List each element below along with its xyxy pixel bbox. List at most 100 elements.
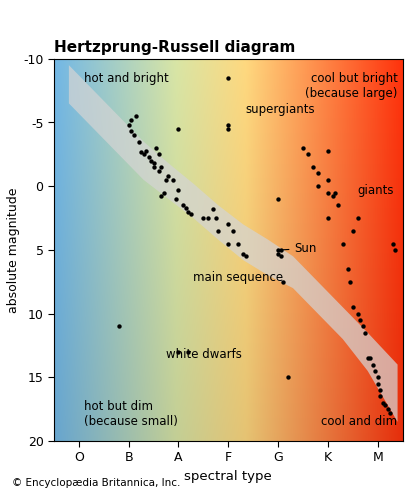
Point [158,163,164,171]
Point [225,240,232,247]
Point [145,153,152,161]
Point [325,189,331,196]
Point [160,189,167,196]
Point [205,214,212,222]
Point [240,250,247,258]
Text: cool but bright
(because large): cool but bright (because large) [305,72,398,99]
Point [235,240,242,247]
Point [347,278,354,286]
Point [128,116,134,124]
Point [325,214,331,222]
Point [175,348,182,356]
Point [374,373,381,381]
Point [349,303,356,311]
Point [359,322,366,330]
Point [133,112,139,120]
Point [158,193,164,200]
Point [215,227,222,235]
Point [175,125,182,133]
Polygon shape [69,65,398,422]
Point [384,405,391,413]
Point [334,201,341,209]
Point [330,193,336,200]
Point [369,361,376,368]
Point [165,172,172,180]
Point [364,354,371,362]
Point [150,163,157,171]
Point [188,210,194,218]
Text: hot but dim
(because small): hot but dim (because small) [84,400,178,428]
Point [389,240,396,247]
Point [138,148,144,156]
Point [225,125,232,133]
Text: main sequence: main sequence [193,271,283,284]
Point [143,147,149,154]
Point [362,329,369,337]
Text: Sun: Sun [283,242,317,255]
Point [315,182,321,190]
Point [148,157,154,165]
Point [357,316,364,324]
Point [332,189,339,196]
Point [354,310,361,318]
Point [153,144,159,152]
Point [305,150,311,158]
Point [344,265,351,273]
Point [392,246,398,254]
Point [377,386,383,394]
Point [150,159,157,167]
Text: giants: giants [358,184,394,196]
Point [354,214,361,222]
Point [382,401,388,409]
Point [277,246,284,254]
Point [225,121,232,129]
Point [180,201,187,209]
Point [285,373,291,381]
Point [173,195,179,203]
Point [230,227,237,235]
Point [275,195,281,203]
Point [315,170,321,177]
Point [242,252,249,260]
Point [140,150,147,158]
Text: white dwarfs: white dwarfs [166,348,242,361]
Point [379,399,386,407]
Point [130,131,137,139]
Text: © Encyclopædia Britannica, Inc.: © Encyclopædia Britannica, Inc. [12,478,181,488]
Text: Hertzprung-Russell diagram: Hertzprung-Russell diagram [54,40,295,55]
Point [225,220,232,228]
Point [325,147,331,154]
Point [275,250,281,258]
Point [277,252,284,260]
Y-axis label: absolute magnitude: absolute magnitude [7,187,20,313]
Point [300,144,306,152]
Point [275,246,281,254]
Point [212,214,219,222]
Point [225,74,232,82]
Point [372,367,378,375]
Point [367,354,374,362]
Point [349,227,356,235]
Point [125,121,132,129]
Point [135,138,142,146]
Point [163,176,169,184]
Point [374,380,381,388]
Point [310,163,316,171]
Point [183,204,189,212]
Text: supergiants: supergiants [246,103,315,116]
Point [200,214,207,222]
Text: hot and bright: hot and bright [84,72,168,85]
Point [155,150,162,158]
Point [339,240,346,247]
Point [185,348,192,356]
Point [325,176,331,184]
Point [377,392,383,400]
Text: cool and dim: cool and dim [322,415,398,428]
Point [170,176,177,184]
Point [210,205,217,213]
X-axis label: spectral type: spectral type [184,470,272,483]
Point [175,186,182,194]
Point [280,278,286,286]
Point [128,127,134,135]
Point [387,409,393,417]
